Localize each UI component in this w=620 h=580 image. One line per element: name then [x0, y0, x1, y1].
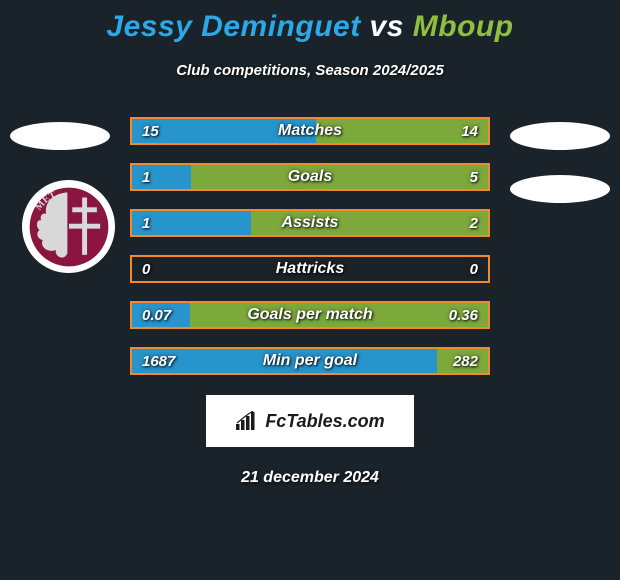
stat-row: 1687Min per goal282	[130, 347, 490, 375]
branding-text: FcTables.com	[265, 411, 384, 432]
title-player2: Mboup	[413, 10, 514, 43]
stat-label: Hattricks	[132, 260, 488, 278]
stat-label: Min per goal	[132, 352, 488, 370]
fctables-logo-icon	[235, 411, 259, 431]
stat-row: 0Hattricks0	[130, 255, 490, 283]
player2-avatar-placeholder-a	[510, 122, 610, 150]
page-title: Jessy Deminguet vs Mboup	[106, 10, 513, 44]
stat-value-right: 5	[470, 169, 478, 186]
stat-row: 15Matches14	[130, 117, 490, 145]
title-player1: Jessy Deminguet	[106, 10, 360, 43]
stat-row: 1Goals5	[130, 163, 490, 191]
stat-label: Matches	[132, 122, 488, 140]
branding-box: FcTables.com	[206, 395, 414, 447]
stat-value-right: 2	[470, 215, 478, 232]
stat-value-right: 282	[453, 353, 478, 370]
title-vs: vs	[370, 10, 404, 43]
player2-avatar-placeholder-b	[510, 175, 610, 203]
stat-label: Goals	[132, 168, 488, 186]
stat-value-right: 0	[470, 261, 478, 278]
date-label: 21 december 2024	[241, 469, 379, 487]
player1-club-logo: MET	[22, 180, 115, 273]
stat-label: Goals per match	[132, 306, 488, 324]
stat-label: Assists	[132, 214, 488, 232]
comparison-card: Jessy Deminguet vs Mboup Club competitio…	[0, 0, 620, 580]
stat-row: 1Assists2	[130, 209, 490, 237]
stat-value-right: 0.36	[449, 307, 478, 324]
stats-block: 15Matches14 1Goals5 1Assists2 0Hattricks0 0.…	[130, 117, 490, 375]
player1-avatar-placeholder	[10, 122, 110, 150]
metz-crest-icon: MET	[28, 186, 110, 268]
subtitle: Club competitions, Season 2024/2025	[176, 62, 444, 79]
stat-value-right: 14	[461, 123, 478, 140]
stat-row: 0.07Goals per match0.36	[130, 301, 490, 329]
